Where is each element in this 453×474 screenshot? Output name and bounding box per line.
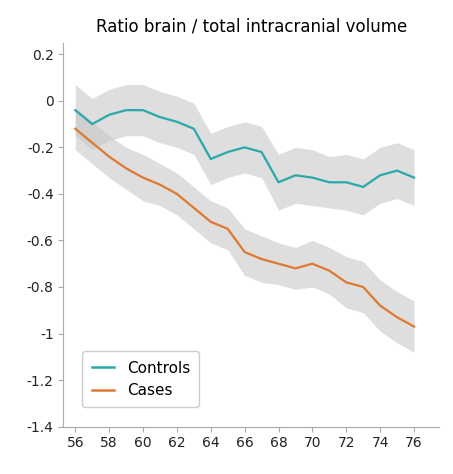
- Controls: [208, 156, 213, 162]
- Controls: [377, 173, 383, 178]
- Controls: [225, 149, 231, 155]
- Cases: [293, 265, 298, 271]
- Controls: [276, 180, 281, 185]
- Controls: [242, 145, 247, 150]
- Cases: [276, 261, 281, 266]
- Controls: [310, 175, 315, 181]
- Controls: [157, 114, 163, 120]
- Cases: [72, 126, 78, 132]
- Cases: [395, 314, 400, 320]
- Cases: [242, 249, 247, 255]
- Cases: [123, 165, 129, 171]
- Cases: [140, 175, 146, 181]
- Cases: [208, 219, 213, 225]
- Cases: [411, 324, 417, 329]
- Cases: [327, 268, 332, 273]
- Controls: [106, 112, 112, 118]
- Controls: [395, 168, 400, 173]
- Cases: [174, 191, 179, 197]
- Legend: Controls, Cases: Controls, Cases: [82, 351, 199, 408]
- Cases: [90, 140, 95, 146]
- Line: Controls: Controls: [75, 110, 414, 187]
- Cases: [225, 226, 231, 232]
- Cases: [106, 154, 112, 160]
- Cases: [310, 261, 315, 266]
- Controls: [327, 180, 332, 185]
- Controls: [174, 119, 179, 125]
- Controls: [361, 184, 366, 190]
- Controls: [343, 180, 349, 185]
- Controls: [293, 173, 298, 178]
- Controls: [191, 126, 197, 132]
- Controls: [123, 107, 129, 113]
- Title: Ratio brain / total intracranial volume: Ratio brain / total intracranial volume: [96, 18, 407, 36]
- Controls: [411, 175, 417, 181]
- Line: Cases: Cases: [75, 129, 414, 327]
- Cases: [191, 205, 197, 211]
- Cases: [259, 256, 264, 262]
- Controls: [72, 107, 78, 113]
- Cases: [377, 303, 383, 309]
- Cases: [157, 182, 163, 187]
- Cases: [361, 284, 366, 290]
- Controls: [90, 121, 95, 127]
- Cases: [343, 280, 349, 285]
- Controls: [140, 107, 146, 113]
- Controls: [259, 149, 264, 155]
